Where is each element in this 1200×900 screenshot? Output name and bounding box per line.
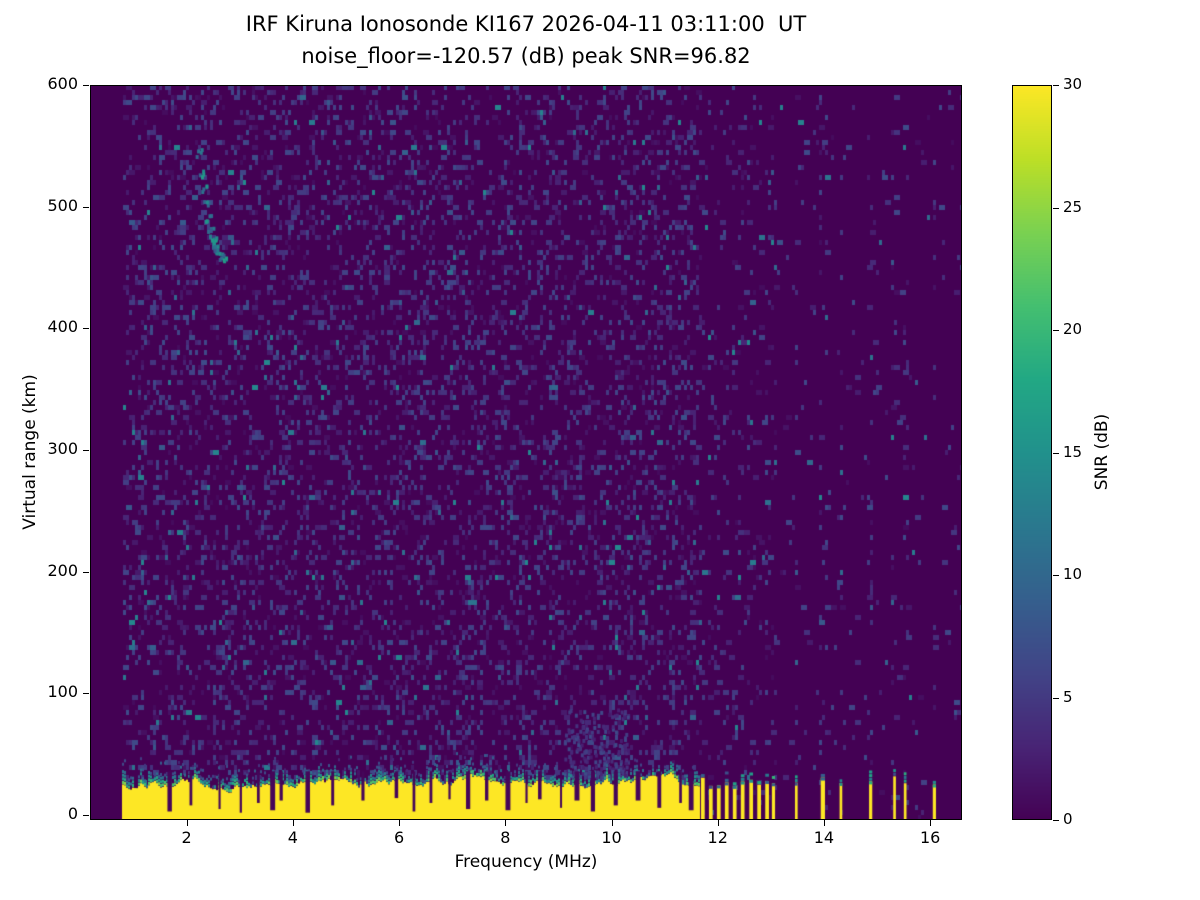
colorbar-tick-label: 25 xyxy=(1063,197,1083,216)
y-axis-tick-label: 600 xyxy=(47,74,78,93)
x-axis-tick-label: 4 xyxy=(287,828,298,847)
colorbar-tick xyxy=(1053,452,1059,454)
y-axis-tick-label: 400 xyxy=(47,317,78,337)
x-axis-label: Frequency (MHz) xyxy=(454,852,598,872)
colorbar-tick-label: 10 xyxy=(1063,565,1083,583)
colorbar-tick-label: 15 xyxy=(1063,442,1083,461)
colorbar-tick-label: 20 xyxy=(1063,320,1083,338)
y-axis-tick-label: 300 xyxy=(47,439,78,459)
x-axis-tick-label: 14 xyxy=(813,828,835,847)
x-axis-tick-label: 12 xyxy=(707,828,728,847)
x-axis-tick xyxy=(292,820,294,826)
colorbar-label: SNR (dB) xyxy=(1092,413,1112,491)
x-axis-tick xyxy=(505,820,507,826)
x-axis-tick-label: 16 xyxy=(919,828,941,847)
colorbar-tick xyxy=(1053,85,1059,86)
y-axis-tick xyxy=(83,571,89,573)
y-axis-tick-label: 500 xyxy=(47,195,78,215)
colorbar-tick-label: 0 xyxy=(1063,810,1073,828)
x-axis-tick-label: 2 xyxy=(181,828,192,847)
heatmap-canvas xyxy=(90,85,962,820)
y-axis-tick-label: 200 xyxy=(47,560,78,580)
x-axis-tick-label: 8 xyxy=(500,828,511,847)
colorbar-tick xyxy=(1053,207,1059,209)
y-axis-tick xyxy=(83,693,89,695)
x-axis-tick xyxy=(930,820,932,826)
colorbar-tick-label: 30 xyxy=(1063,75,1083,93)
x-axis-tick-label: 6 xyxy=(393,828,405,847)
colorbar-tick-label: 5 xyxy=(1063,687,1073,706)
y-axis-tick xyxy=(83,450,89,452)
colorbar-tick xyxy=(1053,330,1059,331)
y-axis-tick xyxy=(83,815,89,817)
colorbar-canvas xyxy=(1012,85,1052,820)
chart-subtitle: noise_floor=-120.57 (dB) peak SNR=96.82 xyxy=(301,44,751,68)
x-axis-tick xyxy=(186,820,188,826)
x-axis-tick xyxy=(399,820,401,826)
y-axis-tick xyxy=(83,328,89,330)
chart-title: IRF Kiruna Ionosonde KI167 2026-04-11 03… xyxy=(245,12,807,36)
x-axis-tick xyxy=(823,820,825,826)
y-axis-tick xyxy=(83,206,89,208)
colorbar-tick xyxy=(1053,697,1059,699)
y-axis-tick xyxy=(83,85,89,86)
y-axis-tick-label: 0 xyxy=(67,804,78,824)
x-axis-tick xyxy=(717,820,719,826)
colorbar-tick xyxy=(1053,820,1059,821)
y-axis-tick-label: 100 xyxy=(47,682,78,702)
x-axis-tick xyxy=(611,820,613,826)
colorbar-tick xyxy=(1053,575,1059,576)
x-axis-tick-label: 10 xyxy=(601,828,622,847)
